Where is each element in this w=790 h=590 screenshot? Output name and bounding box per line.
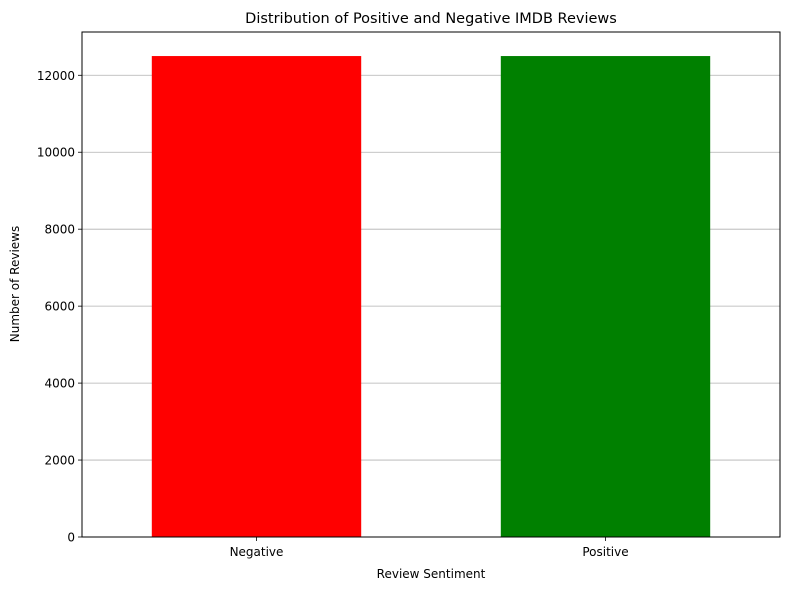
x-axis-ticks: Negative Positive bbox=[230, 537, 629, 559]
y-tick-label: 10000 bbox=[37, 146, 75, 160]
plot-frame bbox=[81, 31, 781, 538]
y-tick-label: 2000 bbox=[44, 454, 75, 468]
bar-positive bbox=[500, 56, 711, 538]
y-axis-label: Number of Reviews bbox=[8, 226, 22, 342]
y-tick-label: 8000 bbox=[44, 223, 75, 237]
y-tick-label: 12000 bbox=[37, 69, 75, 83]
x-tick-label: Negative bbox=[230, 545, 284, 559]
y-tick-label: 6000 bbox=[44, 300, 75, 314]
y-tick-label: 4000 bbox=[44, 377, 75, 391]
y-tick-label: 0 bbox=[67, 531, 75, 545]
y-axis-ticks: 0 2000 4000 6000 8000 10000 12000 bbox=[37, 69, 82, 545]
bars bbox=[151, 56, 711, 538]
x-axis-label: Review Sentiment bbox=[377, 567, 486, 581]
bar-negative bbox=[151, 56, 362, 538]
chart-title: Distribution of Positive and Negative IM… bbox=[245, 11, 617, 27]
x-tick-label: Positive bbox=[582, 545, 628, 559]
